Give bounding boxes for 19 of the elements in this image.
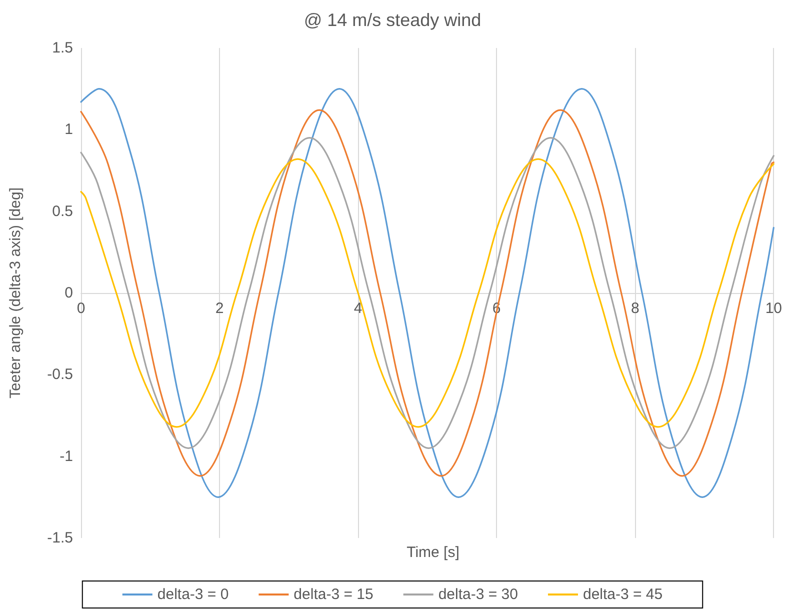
x-axis-title: Time [s]: [406, 544, 460, 561]
y-axis-title: Teeter angle (delta-3 axis) [deg]: [7, 188, 24, 398]
y-tick-label: 1: [64, 121, 73, 138]
x-tick-label: 8: [630, 300, 640, 317]
y-tick-label: 1.5: [52, 40, 73, 56]
y-tick-label: 0: [64, 284, 73, 302]
legend-label: delta-3 = 0: [157, 586, 229, 603]
y-tick-label: -1.5: [47, 530, 73, 546]
y-tick-label: -0.5: [47, 366, 73, 384]
x-tick-label: 0: [76, 300, 86, 317]
legend-label: delta-3 = 45: [582, 586, 663, 603]
x-tick-label: 10: [765, 300, 782, 317]
y-tick-label: 0.5: [52, 202, 73, 220]
x-tick-label: 2: [215, 300, 224, 317]
legend-label: delta-3 = 15: [294, 586, 374, 603]
chart-title: @ 14 m/s steady wind: [304, 10, 482, 30]
x-tick-label: 4: [354, 300, 362, 317]
legend-label: delta-3 = 30: [438, 586, 518, 603]
y-tick-label: -1: [60, 448, 73, 465]
